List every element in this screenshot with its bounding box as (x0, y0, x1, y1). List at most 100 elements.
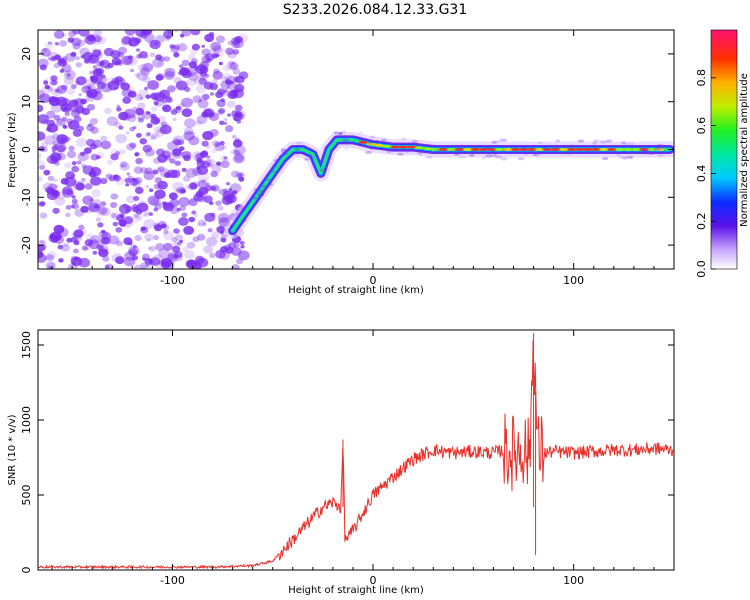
ridge-halo (492, 153, 498, 157)
noise-blob (239, 240, 245, 245)
noise-blob (172, 117, 177, 122)
noise-blob (154, 189, 166, 199)
noise-blob (146, 132, 152, 136)
colorbar-tick-label: 0.2 (695, 212, 708, 230)
noise-blob (52, 207, 60, 214)
ridge-halo (411, 140, 418, 144)
ridge-halo (342, 138, 350, 142)
noise-blob (184, 127, 194, 136)
noise-blob (128, 241, 133, 246)
noise-blob (176, 186, 186, 194)
noise-blob (153, 224, 163, 232)
ridge-hotspot (414, 146, 424, 150)
noise-blob (38, 201, 41, 206)
noise-blob (160, 257, 173, 268)
noise-blob (142, 144, 153, 153)
noise-blob (181, 188, 187, 193)
ridge-hotspot (478, 148, 488, 151)
noise-blob (230, 149, 238, 155)
noise-blob (209, 92, 215, 96)
ridge-halo (381, 139, 386, 143)
noise-blob (64, 162, 72, 169)
noise-blob (177, 43, 188, 52)
noise-blob (154, 101, 159, 106)
noise-blob (157, 180, 168, 190)
ridge-halo (629, 156, 634, 160)
noise-blob (152, 169, 159, 175)
heatmap-ridge (224, 130, 674, 239)
noise-blob (120, 161, 128, 168)
noise-blob (212, 70, 223, 80)
noise-blob (201, 93, 210, 101)
noise-blob (47, 86, 54, 92)
noise-blob (63, 76, 75, 86)
noise-blob (207, 228, 213, 233)
noise-blob (38, 146, 45, 152)
noise-blob (134, 186, 144, 195)
noise-blob (61, 64, 72, 73)
noise-blob (140, 226, 149, 234)
ridge-halo (592, 141, 597, 145)
noise-blob (66, 237, 73, 243)
noise-blob (229, 80, 234, 85)
noise-blob (126, 195, 136, 204)
noise-blob (232, 76, 240, 83)
noise-blob (157, 154, 168, 163)
noise-blob (204, 212, 216, 223)
noise-blob (90, 76, 99, 83)
noise-blob (232, 139, 243, 148)
ridge-halo (405, 150, 410, 154)
ridge-halo (258, 193, 265, 197)
ridge-halo (319, 168, 327, 172)
noise-blob (100, 201, 107, 207)
noise-blob (192, 151, 204, 161)
noise-blob (112, 174, 119, 180)
ridge-halo (319, 168, 325, 172)
ridge-halo (622, 156, 628, 160)
noise-blob (179, 239, 184, 244)
noise-blob (68, 145, 75, 151)
ridge-halo (538, 151, 544, 155)
ridge-halo (365, 151, 372, 155)
noise-blob (38, 176, 43, 182)
noise-blob (187, 182, 198, 191)
noise-blob (236, 119, 242, 124)
noise-blob (54, 196, 66, 206)
noise-blob (55, 118, 63, 125)
noise-blob (75, 182, 85, 191)
noise-blob (47, 175, 55, 182)
noise-blob (60, 244, 70, 252)
noise-blob (137, 202, 149, 212)
noise-blob (71, 161, 77, 166)
noise-blob (98, 248, 109, 258)
noise-blob (178, 146, 185, 152)
noise-blob (39, 239, 45, 244)
ridge-halo (565, 152, 573, 156)
noise-blob (91, 47, 97, 52)
noise-blob (227, 50, 237, 59)
noise-blob (100, 229, 106, 234)
noise-blob (47, 51, 60, 62)
noise-blob (201, 140, 209, 147)
ridge-halo (425, 155, 433, 159)
noise-blob (163, 30, 174, 39)
x-tick-label: -100 (160, 274, 185, 287)
ridge-halo (494, 155, 503, 159)
ridge-halo (386, 149, 392, 153)
noise-blob (164, 70, 175, 80)
noise-blob (106, 116, 119, 126)
noise-blob (183, 225, 195, 235)
noise-blob (185, 168, 198, 178)
noise-blob (43, 169, 51, 176)
snr-y-ticks: 0 500 1000 1500 (20, 331, 674, 574)
noise-blob (129, 126, 135, 132)
noise-blob (172, 254, 179, 259)
noise-blob (209, 82, 219, 91)
ridge-halo (644, 150, 652, 154)
noise-blob (65, 52, 76, 62)
ridge-hotspot (406, 145, 416, 149)
noise-blob (131, 180, 142, 189)
noise-blob (150, 113, 156, 119)
noise-blob (232, 190, 238, 195)
ridge-hotspot (535, 148, 545, 151)
